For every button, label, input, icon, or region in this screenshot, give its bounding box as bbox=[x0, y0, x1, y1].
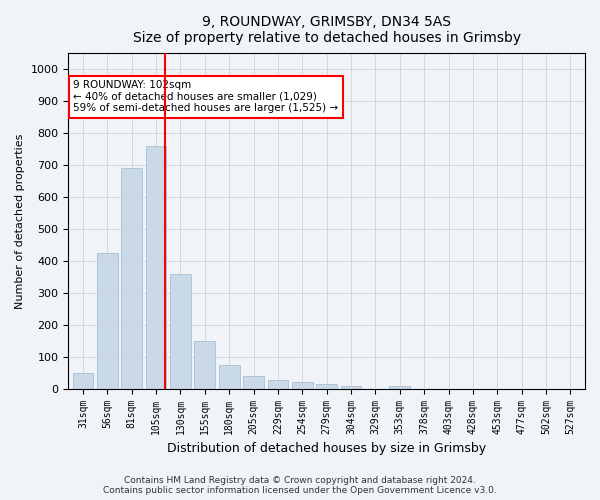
Bar bbox=[194, 341, 215, 388]
Bar bbox=[389, 386, 410, 388]
Bar bbox=[219, 364, 239, 388]
Bar bbox=[73, 372, 93, 388]
Y-axis label: Number of detached properties: Number of detached properties bbox=[15, 134, 25, 308]
Text: Contains HM Land Registry data © Crown copyright and database right 2024.
Contai: Contains HM Land Registry data © Crown c… bbox=[103, 476, 497, 495]
Bar bbox=[170, 274, 191, 388]
X-axis label: Distribution of detached houses by size in Grimsby: Distribution of detached houses by size … bbox=[167, 442, 486, 455]
Text: 9 ROUNDWAY: 102sqm
← 40% of detached houses are smaller (1,029)
59% of semi-deta: 9 ROUNDWAY: 102sqm ← 40% of detached hou… bbox=[73, 80, 338, 114]
Bar bbox=[97, 253, 118, 388]
Bar bbox=[121, 168, 142, 388]
Title: 9, ROUNDWAY, GRIMSBY, DN34 5AS
Size of property relative to detached houses in G: 9, ROUNDWAY, GRIMSBY, DN34 5AS Size of p… bbox=[133, 15, 521, 45]
Bar bbox=[341, 386, 361, 388]
Bar bbox=[316, 384, 337, 388]
Bar bbox=[268, 380, 288, 388]
Bar bbox=[243, 376, 264, 388]
Bar bbox=[292, 382, 313, 388]
Bar bbox=[146, 146, 166, 388]
